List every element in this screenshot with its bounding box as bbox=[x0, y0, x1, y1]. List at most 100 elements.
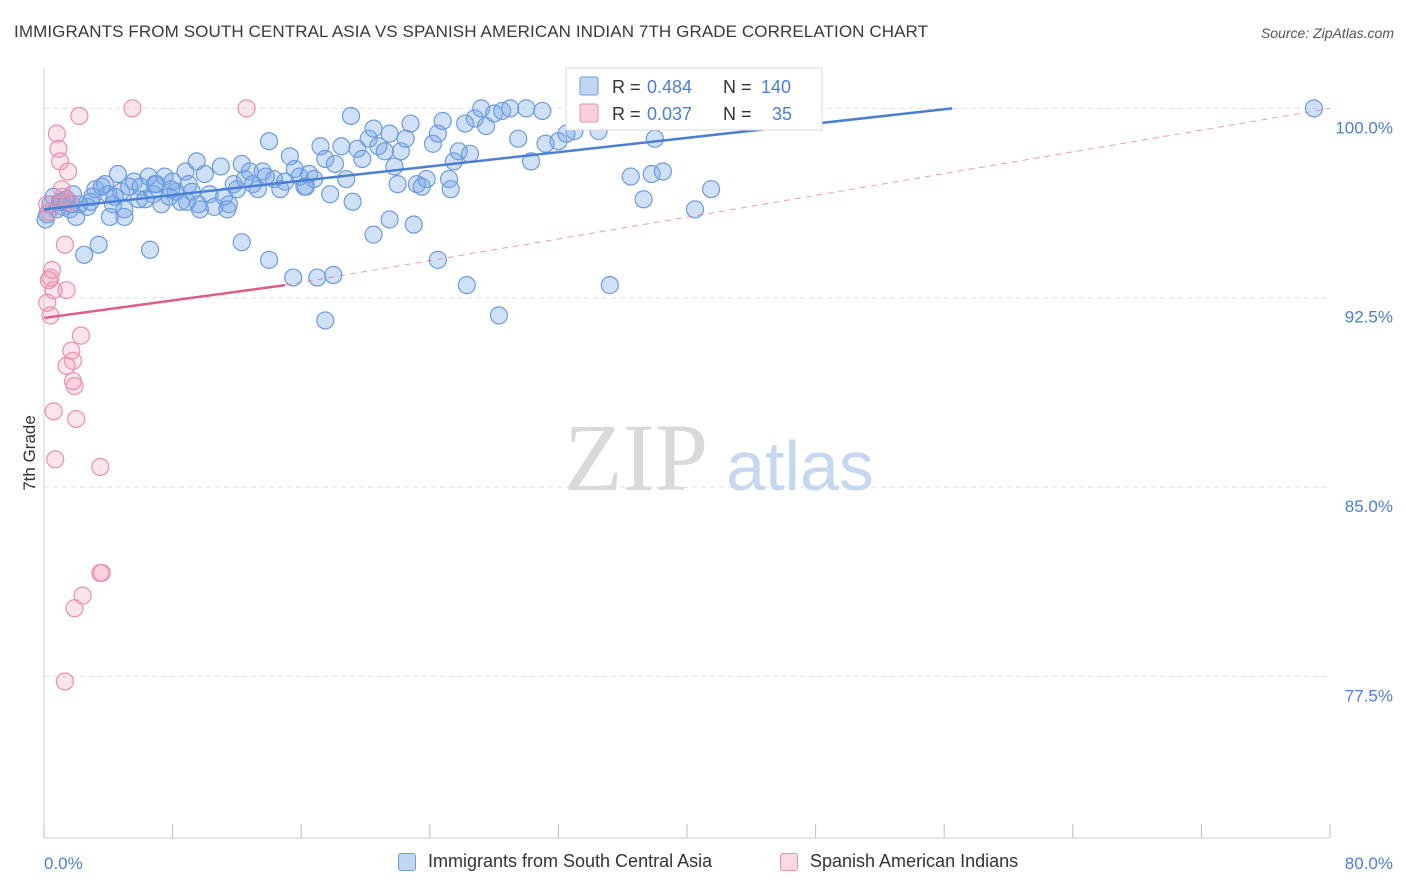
data-point bbox=[195, 164, 214, 184]
data-point bbox=[653, 162, 672, 181]
data-point bbox=[359, 129, 378, 148]
y-axis-label: 7th Grade bbox=[20, 415, 39, 491]
data-point bbox=[324, 265, 343, 285]
stats-n-label-pink: N = bbox=[723, 104, 752, 124]
data-point bbox=[634, 190, 653, 209]
data-point bbox=[259, 132, 279, 151]
data-point bbox=[259, 250, 279, 269]
data-point bbox=[380, 210, 399, 229]
trendline-extension-spanish-american-indians bbox=[285, 107, 1331, 286]
y-tick-label: 85.0% bbox=[1345, 497, 1393, 516]
data-point bbox=[375, 142, 394, 161]
series-legend: Immigrants from South Central Asia Spani… bbox=[0, 851, 1406, 879]
data-point bbox=[380, 124, 399, 143]
data-point bbox=[417, 169, 436, 189]
y-tick-label: 77.5% bbox=[1345, 686, 1393, 705]
data-point bbox=[70, 106, 89, 126]
data-point bbox=[161, 180, 181, 199]
legend-swatch-pink bbox=[780, 852, 798, 871]
data-point bbox=[55, 235, 74, 254]
data-point bbox=[348, 139, 367, 158]
stats-r-label-blue: R = bbox=[612, 77, 641, 97]
data-point bbox=[256, 167, 275, 186]
data-point bbox=[100, 207, 120, 227]
data-point bbox=[449, 142, 468, 161]
data-point bbox=[67, 409, 86, 429]
data-point bbox=[39, 202, 58, 222]
data-point bbox=[47, 124, 66, 143]
data-point bbox=[433, 111, 452, 131]
stats-r-value-pink: 0.037 bbox=[647, 104, 692, 124]
data-point bbox=[57, 356, 76, 376]
x-tick-label-min: 0.0% bbox=[44, 854, 83, 873]
y-tick-label: 100.0% bbox=[1335, 118, 1393, 137]
data-point bbox=[364, 119, 383, 138]
data-point bbox=[316, 311, 335, 330]
data-point bbox=[423, 134, 443, 153]
data-point bbox=[108, 164, 128, 184]
data-point bbox=[456, 114, 475, 133]
data-point bbox=[177, 192, 197, 211]
data-point bbox=[388, 175, 407, 194]
x-tick-label-max: 80.0% bbox=[1345, 854, 1393, 873]
data-point bbox=[600, 276, 619, 295]
data-point bbox=[140, 240, 160, 259]
data-point bbox=[71, 326, 91, 345]
data-point bbox=[115, 207, 134, 227]
legend-label-south-central-asia: Immigrants from South Central Asia bbox=[428, 851, 713, 871]
data-point bbox=[621, 167, 640, 186]
data-point bbox=[533, 101, 552, 121]
data-point bbox=[444, 152, 464, 171]
data-point bbox=[353, 149, 372, 168]
data-point bbox=[517, 99, 536, 118]
data-point bbox=[95, 175, 115, 194]
data-point bbox=[316, 149, 335, 168]
data-point bbox=[189, 195, 208, 214]
labels-layer: 77.5% 85.0% 92.5% 100.0% 0.0% 80.0% 7th Grade bbox=[20, 118, 1393, 873]
data-point bbox=[284, 268, 303, 287]
data-point bbox=[75, 245, 94, 264]
legend-item-spanish-american-indians[interactable]: Spanish American Indians bbox=[780, 851, 1018, 872]
data-point bbox=[396, 129, 415, 148]
data-point bbox=[81, 192, 100, 211]
data-point bbox=[57, 281, 76, 300]
stats-legend-frame bbox=[565, 67, 823, 131]
data-point bbox=[332, 137, 351, 156]
watermark-atlas: atlas bbox=[726, 427, 874, 505]
data-point bbox=[55, 672, 74, 691]
data-point bbox=[521, 152, 541, 171]
data-point bbox=[63, 371, 83, 391]
chart-title: IMMIGRANTS FROM SOUTH CENTRAL ASIA VS SP… bbox=[14, 22, 929, 41]
data-point bbox=[685, 200, 705, 219]
legend-item-south-central-asia[interactable]: Immigrants from South Central Asia bbox=[398, 851, 712, 872]
stats-legend-swatch-blue bbox=[579, 76, 599, 96]
data-point bbox=[489, 306, 509, 325]
data-point bbox=[364, 225, 383, 244]
data-point bbox=[428, 250, 447, 269]
data-point bbox=[441, 180, 460, 199]
data-point bbox=[218, 200, 237, 219]
data-point bbox=[92, 177, 111, 196]
data-point bbox=[337, 169, 356, 189]
stats-n-value-pink: 35 bbox=[772, 104, 792, 124]
data-point bbox=[642, 164, 661, 184]
data-point bbox=[457, 276, 476, 295]
stats-legend-swatch-pink bbox=[579, 103, 599, 123]
data-point bbox=[460, 144, 480, 163]
data-point bbox=[211, 157, 230, 176]
data-point bbox=[501, 99, 520, 118]
source-credit: Source: ZipAtlas.com bbox=[1260, 25, 1394, 41]
data-point bbox=[385, 157, 404, 176]
watermark: ZIP atlas bbox=[564, 404, 874, 511]
stats-r-value-blue: 0.484 bbox=[647, 77, 692, 97]
data-point bbox=[92, 563, 111, 583]
data-point bbox=[407, 175, 427, 194]
y-tick-label: 92.5% bbox=[1345, 308, 1393, 327]
data-point bbox=[645, 129, 664, 148]
data-point bbox=[296, 177, 316, 196]
legend-swatch-blue bbox=[398, 852, 416, 871]
data-point bbox=[404, 215, 423, 234]
data-point bbox=[39, 270, 58, 290]
data-point bbox=[232, 233, 251, 252]
